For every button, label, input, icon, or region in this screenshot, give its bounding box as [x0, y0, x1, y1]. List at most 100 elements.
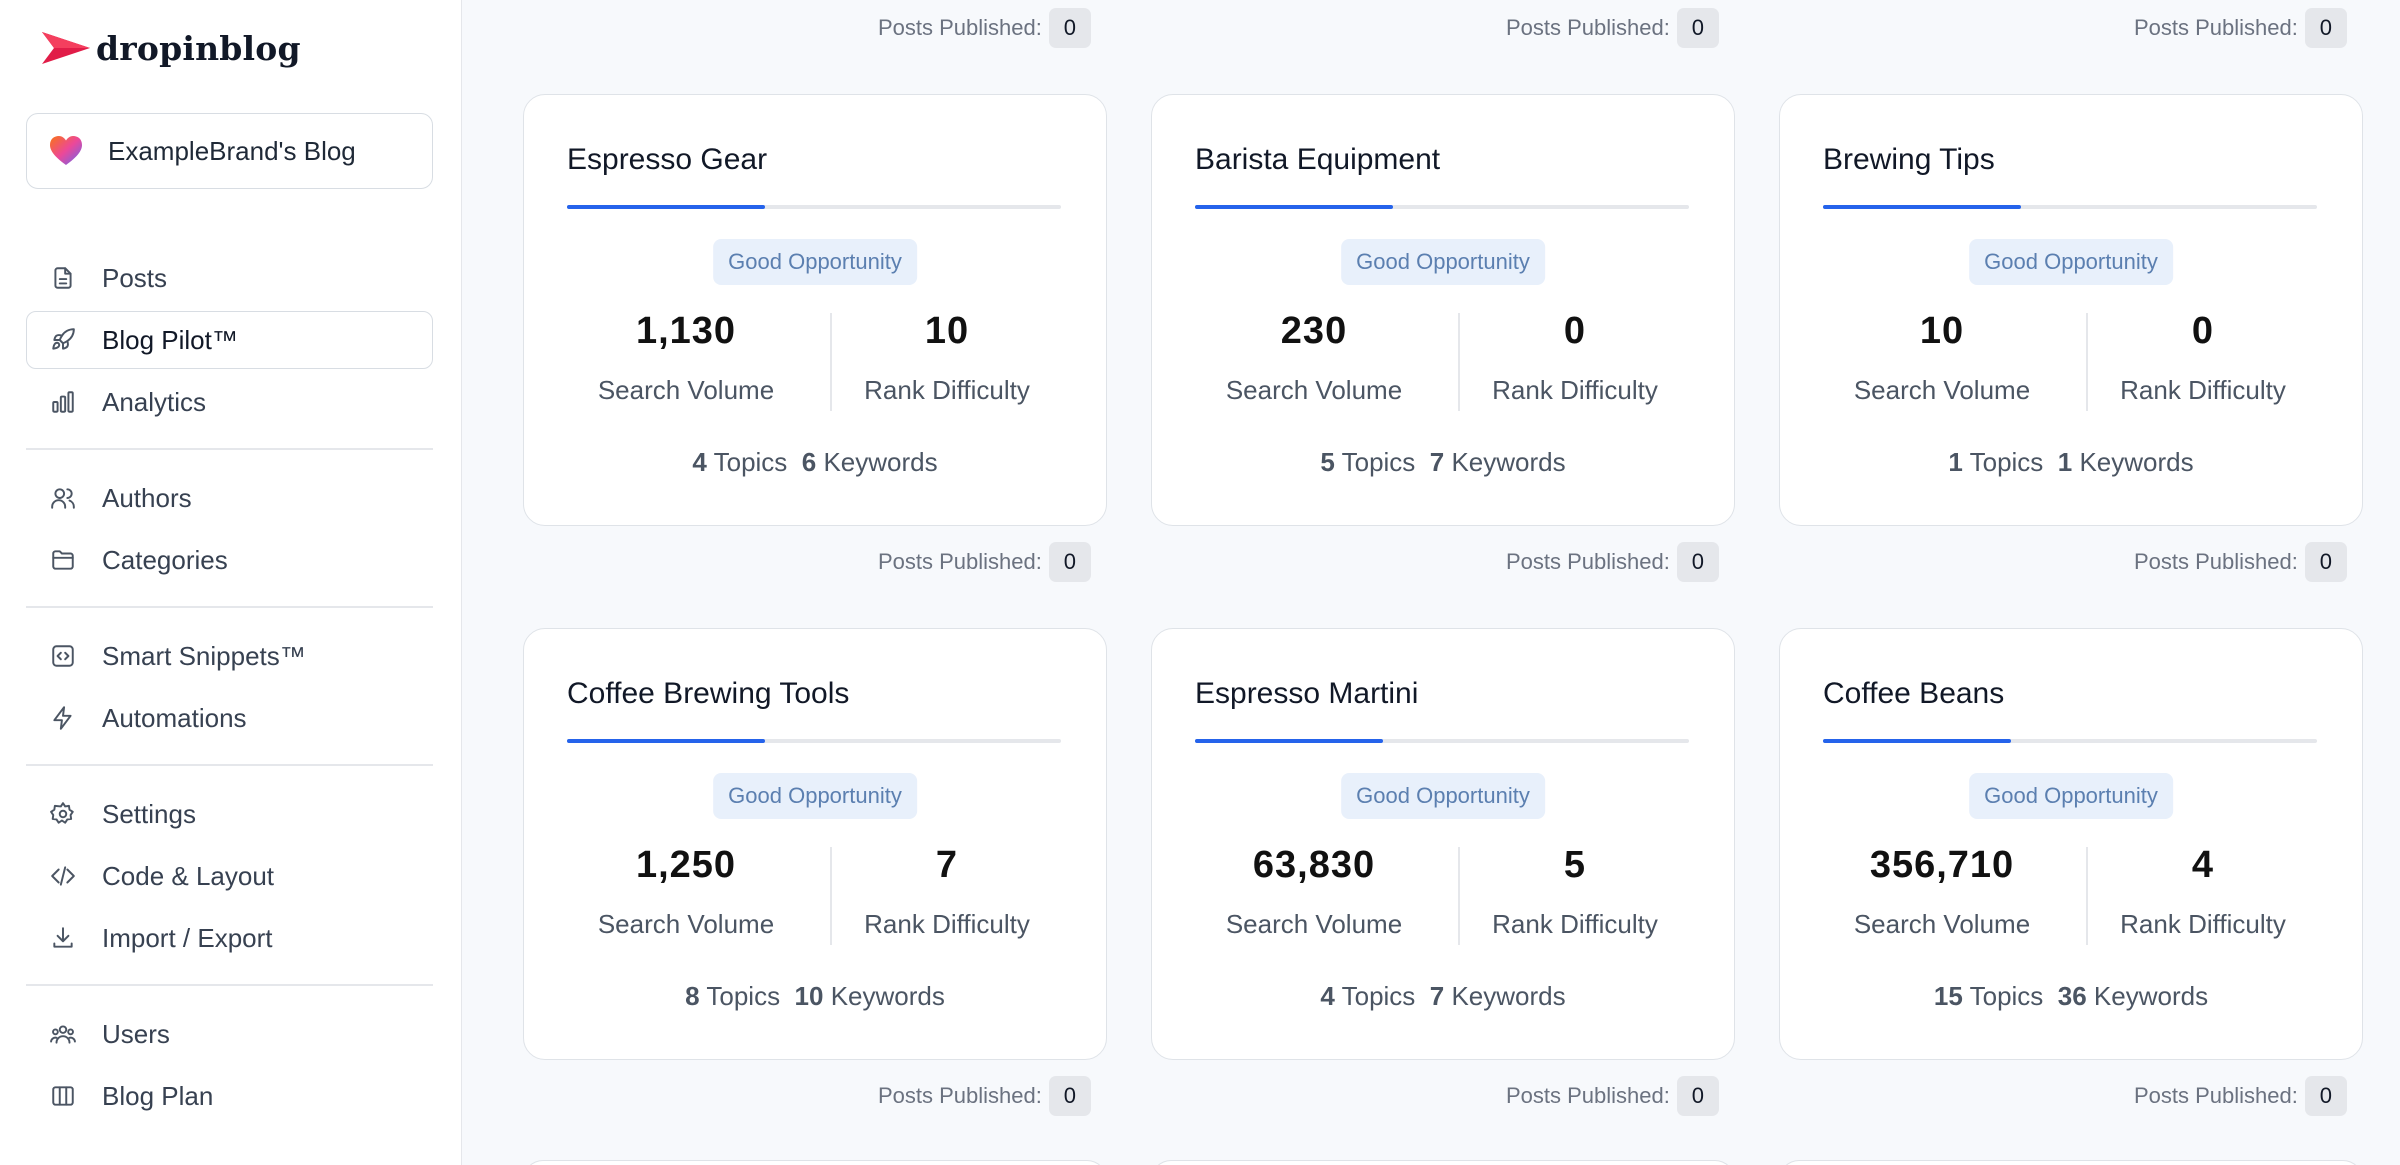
card-meta: 1 Topics 1 Keywords: [1780, 447, 2362, 478]
rank-difficulty-stat: 0 Rank Difficulty: [1445, 310, 1705, 406]
sidebar-item-import-export[interactable]: Import / Export: [26, 909, 433, 967]
topic-card[interactable]: Coffee Brewing Tools Good Opportunity 1,…: [523, 628, 1107, 1060]
brand-name: dropinblog: [96, 28, 301, 68]
progress-bar: [1195, 205, 1689, 209]
sidebar-item-label: Import / Export: [102, 922, 273, 953]
opportunity-badge: Good Opportunity: [1969, 773, 2173, 819]
sidebar-item-smart-snippets[interactable]: Smart Snippets™: [26, 627, 433, 685]
topic-card[interactable]: Espresso Martini Good Opportunity 63,830…: [1151, 628, 1735, 1060]
posts-published-label: Posts Published:: [1506, 1083, 1670, 1108]
posts-published-count: 0: [1048, 1076, 1091, 1116]
code-icon: [49, 862, 77, 890]
rank-difficulty-label: Rank Difficulty: [2120, 375, 2286, 405]
card-title: Espresso Martini: [1195, 677, 1419, 710]
search-volume-stat: 10 Search Volume: [1812, 310, 2072, 406]
stat-divider: [1458, 313, 1460, 411]
posts-published-count: 0: [1676, 1076, 1719, 1116]
sidebar-item-users[interactable]: Users: [26, 1005, 433, 1063]
progress-fill: [1195, 739, 1383, 743]
sidebar-item-blog-plan[interactable]: Blog Plan: [26, 1067, 433, 1125]
search-volume-label: Search Volume: [597, 375, 775, 405]
search-volume-label: Search Volume: [1853, 909, 2031, 939]
blog-heart-icon: [50, 136, 82, 165]
opportunity-badge: Good Opportunity: [713, 773, 917, 819]
search-volume-value: 10: [1919, 310, 1965, 352]
topics-label: Topics: [713, 447, 788, 477]
topics-label: Topics: [1969, 981, 2044, 1011]
topic-card[interactable]: Brewing Tips Good Opportunity 10 Search …: [1779, 94, 2363, 526]
sidebar-item-label: Analytics: [102, 386, 207, 417]
keywords-count: 1: [2057, 447, 2073, 477]
card-meta: 15 Topics 36 Keywords: [1780, 981, 2362, 1012]
topic-card[interactable]: Barista Equipment Good Opportunity 230 S…: [1151, 94, 1735, 526]
sidebar-item-label: Settings: [102, 798, 196, 829]
progress-bar: [567, 739, 1061, 743]
card-meta: 8 Topics 10 Keywords: [524, 981, 1106, 1012]
progress-fill: [1823, 205, 2021, 209]
search-volume-value: 1,250: [635, 844, 737, 886]
progress-bar: [567, 205, 1061, 209]
topics-label: Topics: [1341, 447, 1416, 477]
rank-difficulty-label: Rank Difficulty: [864, 909, 1030, 939]
card-meta: 5 Topics 7 Keywords: [1152, 447, 1734, 478]
card-title: Brewing Tips: [1823, 143, 1995, 176]
posts-published: Posts Published: 0: [1506, 542, 1719, 582]
sidebar-item-label: Categories: [102, 544, 228, 575]
topics-count: 5: [1320, 447, 1335, 477]
sidebar-item-label: Posts: [102, 262, 168, 293]
sidebar-item-label: Code & Layout: [102, 860, 275, 891]
progress-bar: [1195, 739, 1689, 743]
topics-count: 8: [685, 981, 700, 1011]
sidebar-item-code-layout[interactable]: Code & Layout: [26, 847, 433, 905]
lightning-icon: [49, 704, 77, 732]
topic-card[interactable]: Espresso Gear Good Opportunity 1,130 Sea…: [523, 94, 1107, 526]
document-icon: [49, 264, 77, 292]
sidebar-item-settings[interactable]: Settings: [26, 785, 433, 843]
search-volume-label: Search Volume: [597, 909, 775, 939]
posts-published-count: 0: [1676, 8, 1719, 48]
topic-card[interactable]: Coffee Beans Good Opportunity 356,710 Se…: [1779, 628, 2363, 1060]
posts-published-count: 0: [2304, 8, 2347, 48]
nav-divider: [26, 606, 433, 608]
search-volume-stat: 230 Search Volume: [1184, 310, 1444, 406]
rank-difficulty-stat: 0 Rank Difficulty: [2073, 310, 2333, 406]
card-title: Espresso Gear: [567, 143, 768, 176]
posts-published-label: Posts Published:: [1506, 549, 1670, 574]
sidebar: dropinblog ExampleBrand's Blog Posts: [0, 0, 462, 1165]
sidebar-item-posts[interactable]: Posts: [26, 249, 433, 307]
blog-selector[interactable]: ExampleBrand's Blog: [26, 113, 433, 189]
search-volume-value: 356,710: [1869, 844, 2015, 886]
keywords-label: Keywords: [2093, 981, 2209, 1011]
posts-published-label: Posts Published:: [2134, 15, 2298, 40]
rank-difficulty-value: 0: [1563, 310, 1587, 352]
sidebar-item-automations[interactable]: Automations: [26, 689, 433, 747]
opportunity-badge: Good Opportunity: [713, 239, 917, 285]
topic-card-partial[interactable]: [1151, 1160, 1735, 1165]
sidebar-item-authors[interactable]: Authors: [26, 469, 433, 527]
brand-logo[interactable]: dropinblog: [40, 26, 301, 70]
posts-published-count: 0: [2304, 1076, 2347, 1116]
blog-selector-label: ExampleBrand's Blog: [108, 135, 356, 166]
stat-divider: [830, 847, 832, 945]
sidebar-item-blog-pilot[interactable]: Blog Pilot™: [26, 311, 433, 369]
posts-published: Posts Published: 0: [2134, 8, 2347, 48]
topics-count: 1: [1948, 447, 1963, 477]
topic-card-partial[interactable]: [1779, 1160, 2363, 1165]
sidebar-item-categories[interactable]: Categories: [26, 531, 433, 589]
topics-label: Topics: [706, 981, 781, 1011]
progress-bar: [1823, 739, 2317, 743]
sidebar-item-analytics[interactable]: Analytics: [26, 373, 433, 431]
keywords-label: Keywords: [1451, 447, 1566, 477]
download-icon: [49, 924, 77, 952]
rocket-icon: [49, 326, 77, 354]
rank-difficulty-stat: 4 Rank Difficulty: [2073, 844, 2333, 940]
rank-difficulty-value: 5: [1563, 844, 1587, 886]
topic-card-partial[interactable]: [523, 1160, 1107, 1165]
search-volume-value: 230: [1280, 310, 1348, 352]
users-icon: [49, 484, 77, 512]
posts-published: Posts Published: 0: [1506, 8, 1719, 48]
logo-arrow-icon: [42, 32, 90, 64]
keywords-count: 10: [794, 981, 824, 1011]
progress-fill: [1195, 205, 1393, 209]
topics-count: 4: [1320, 981, 1335, 1011]
